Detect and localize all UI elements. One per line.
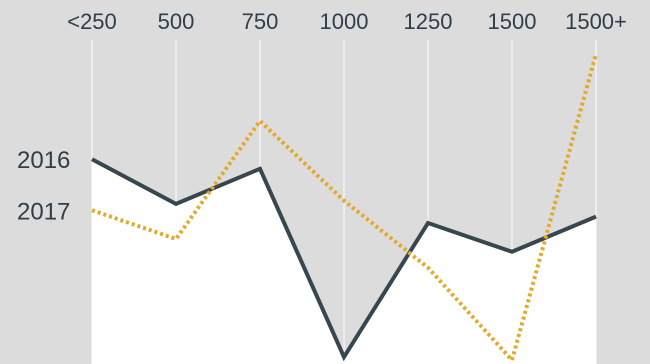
x-tick-label: 1250 — [404, 9, 453, 34]
x-tick-label: 1000 — [320, 9, 369, 34]
x-tick-label: 1500+ — [565, 9, 627, 34]
series-line-2016 — [91, 157, 597, 362]
series-label-2016: 2016 — [17, 147, 70, 174]
x-tick-labels: <250 500 750 1000 1250 1500 1500+ — [67, 9, 627, 34]
series-label-2017: 2017 — [17, 198, 70, 225]
x-tick-label: 750 — [242, 9, 279, 34]
x-tick-label: 1500 — [488, 9, 537, 34]
x-tick-label: <250 — [67, 9, 117, 34]
x-tick-label: 500 — [158, 9, 195, 34]
series-labels: 2016 2017 — [17, 147, 70, 225]
series-layer — [91, 53, 598, 364]
series-line-2017 — [91, 53, 598, 364]
